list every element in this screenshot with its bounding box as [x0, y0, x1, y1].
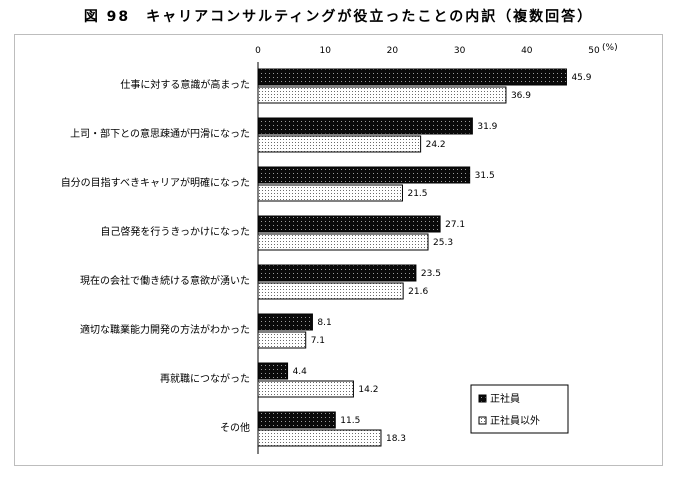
bar-seishain [257, 68, 567, 86]
chart-frame [14, 34, 663, 466]
x-tick-label: 40 [521, 46, 533, 56]
x-tick-label: 0 [255, 46, 261, 56]
legend-swatch [478, 394, 487, 403]
category-label: 仕事に対する意識が高まった [120, 78, 250, 91]
data-label: 27.1 [445, 220, 465, 230]
chart-title: 図 98 キャリアコンサルティングが役立ったことの内訳（複数回答） [83, 9, 594, 25]
data-label: 25.3 [433, 238, 453, 248]
data-label: 36.9 [511, 91, 531, 101]
category-label: 上司・部下との意思疎通が円滑になった [70, 127, 250, 140]
data-label: 7.1 [311, 336, 325, 346]
data-label: 31.5 [475, 171, 495, 181]
category-label: 現在の会社で働き続ける意欲が湧いた [80, 274, 250, 287]
bar-seishain [257, 215, 441, 233]
category-label: 再就職につながった [160, 372, 250, 385]
x-tick-label: 20 [387, 46, 399, 56]
data-label: 45.9 [571, 73, 591, 83]
x-tick-label: 30 [454, 46, 466, 56]
category-label: 自分の目指すべきキャリアが明確になった [61, 176, 250, 189]
bar-seishain [257, 362, 289, 380]
bar-seishain-igai [257, 184, 403, 202]
data-label: 21.6 [408, 287, 428, 297]
category-label: その他 [220, 421, 250, 434]
bar-seishain-igai [257, 86, 507, 104]
bar-seishain-igai [257, 135, 422, 153]
bar-seishain [257, 117, 473, 135]
bar-seishain [257, 166, 471, 184]
data-label: 18.3 [386, 434, 406, 444]
bar-seishain-igai [257, 233, 429, 251]
legend-label: 正社員 [490, 392, 520, 405]
bar-seishain-igai [257, 380, 354, 398]
x-axis-unit: (%) [602, 43, 618, 53]
bar-seishain-igai [257, 282, 404, 300]
bar-seishain-igai [257, 331, 307, 349]
data-label: 14.2 [358, 385, 378, 395]
data-label: 8.1 [317, 318, 331, 328]
category-label: 適切な職業能力開発の方法がわかった [80, 323, 250, 336]
x-tick-label: 10 [319, 46, 331, 56]
x-tick-label: 50 [588, 46, 600, 56]
data-label: 11.5 [340, 416, 360, 426]
data-label: 31.9 [477, 122, 497, 132]
data-label: 24.2 [426, 140, 446, 150]
bar-seishain-igai [257, 429, 382, 447]
data-label: 23.5 [421, 269, 441, 279]
legend-swatch [478, 416, 487, 425]
legend-label: 正社員以外 [490, 414, 540, 427]
bar-seishain [257, 313, 313, 331]
data-label: 21.5 [407, 189, 427, 199]
bar-seishain [257, 411, 336, 429]
data-label: 4.4 [293, 367, 308, 377]
category-label: 自己啓発を行うきっかけになった [100, 225, 250, 238]
bar-seishain [257, 264, 417, 282]
